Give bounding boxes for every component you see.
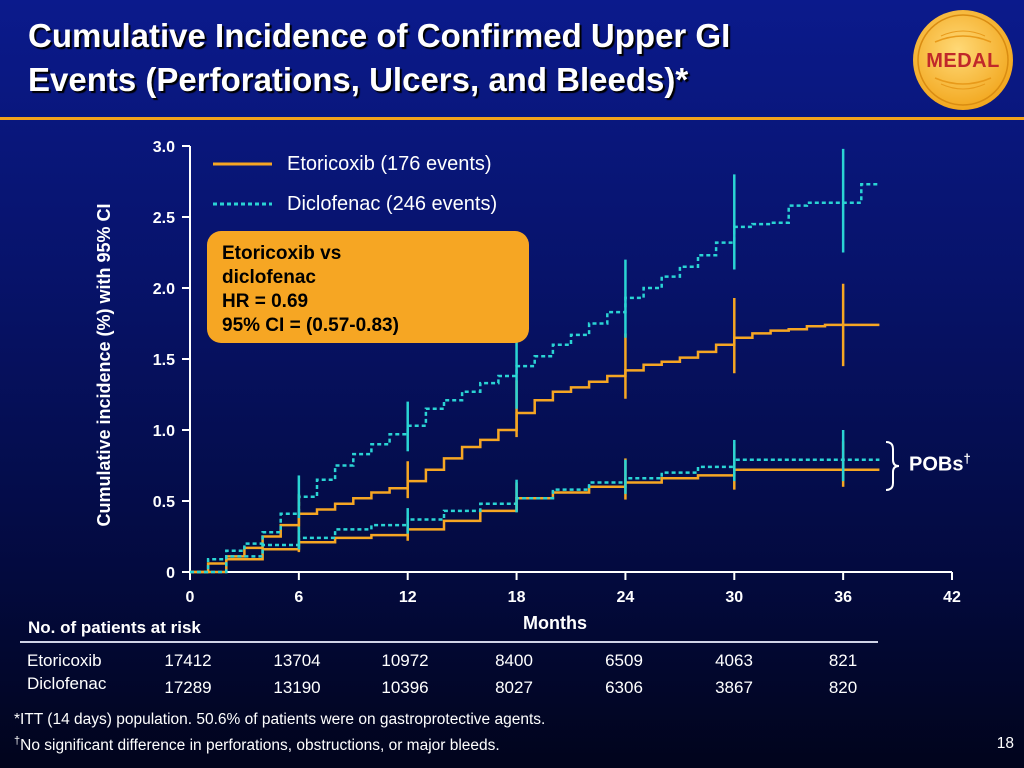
y-tick-label: 3.0 [153,139,175,156]
risk-cell: 821 [828,651,858,670]
y-tick-label: 2.5 [153,210,175,227]
risk-cell: 3867 [715,678,753,697]
medal-logo: MEDAL [911,8,1015,112]
pobs-text: POBs [909,453,964,476]
x-tick-label: 42 [943,589,961,606]
x-tick-label: 36 [834,589,852,606]
x-tick-label: 30 [725,589,743,606]
hr-line-1: Etoricoxib vs [222,243,342,264]
risk-cell: 17412 [164,651,212,670]
risk-cell: 6306 [605,678,643,697]
risk-row-etoricoxib: Etoricoxib 17412 13704 10972 8400 6509 4… [0,651,1024,673]
risk-cell: 820 [828,678,858,697]
risk-cell: 13704 [273,651,321,670]
hazard-ratio-text: Etoricoxib vs diclofenac HR = 0.69 95% C… [222,242,399,338]
x-tick-label: 18 [508,589,526,606]
risk-table-divider [20,641,878,643]
y-tick-label: 0.5 [153,494,175,511]
risk-cell: 4063 [715,651,753,670]
footnote-2-text: No significant difference in perforation… [20,737,500,755]
footnote-1: *ITT (14 days) population. 50.6% of pati… [14,711,546,728]
footnote-2: †No significant difference in perforatio… [14,735,500,755]
risk-row-name: Diclofenac [27,674,107,693]
risk-cell: 17289 [164,678,212,697]
footnote-dagger: † [14,735,21,747]
hr-line-2: diclofenac [222,267,316,288]
risk-cell: 10972 [381,651,429,670]
medal-logo-icon [913,10,1013,110]
x-tick-label: 6 [294,589,303,606]
hr-line-3: HR = 0.69 [222,291,309,312]
series-line-2 [190,468,880,574]
series-line-1 [190,183,880,574]
hr-line-4: 95% CI = (0.57-0.83) [222,315,399,336]
pobs-dagger: † [963,451,971,466]
pobs-bracket [885,441,900,491]
y-axis-label: Cumulative incidence (%) with 95% CI [94,203,114,527]
chart-legend-swatches [213,162,272,206]
y-tick-label: 1.5 [153,352,175,369]
y-tick-label: 0 [166,565,175,582]
y-tick-label: 2.0 [153,281,175,298]
slide-title: Cumulative Incidence of Confirmed Upper … [28,14,898,102]
risk-cell: 13190 [273,678,321,697]
title-line-2: Events (Perforations, Ulcers, and Bleeds… [28,61,689,98]
y-tick-label: 1.0 [153,423,175,440]
hazard-ratio-callout [207,231,529,343]
title-divider [0,117,1024,120]
legend-diclofenac: Diclofenac (246 events) [287,193,498,215]
x-tick-label: 24 [617,589,635,606]
title-line-1: Cumulative Incidence of Confirmed Upper … [28,17,731,54]
logo-text: MEDAL [926,50,1000,72]
chart-axes: 0 0.5 1.0 1.5 2.0 2.5 3.0 0 6 12 18 24 30 36 42 [153,139,961,606]
risk-cell: 8400 [495,651,533,670]
legend-etoricoxib: Etoricoxib (176 events) [287,153,492,175]
risk-cell: 8027 [495,678,533,697]
series-line-3 [190,458,880,574]
series-line-0 [190,323,880,574]
risk-table-header: No. of patients at risk [28,618,201,637]
x-tick-label: 0 [186,589,195,606]
pobs-label: POBs† [909,451,971,477]
risk-cell: 10396 [381,678,429,697]
x-tick-label: 12 [399,589,417,606]
x-axis-label: Months [523,613,587,633]
risk-row-name: Etoricoxib [27,651,102,670]
page-number: 18 [996,735,1014,752]
risk-row-diclofenac: Diclofenac 17289 13190 10396 8027 6306 3… [0,674,1024,700]
risk-cell: 6509 [605,651,643,670]
chart-confidence-intervals [297,148,845,553]
